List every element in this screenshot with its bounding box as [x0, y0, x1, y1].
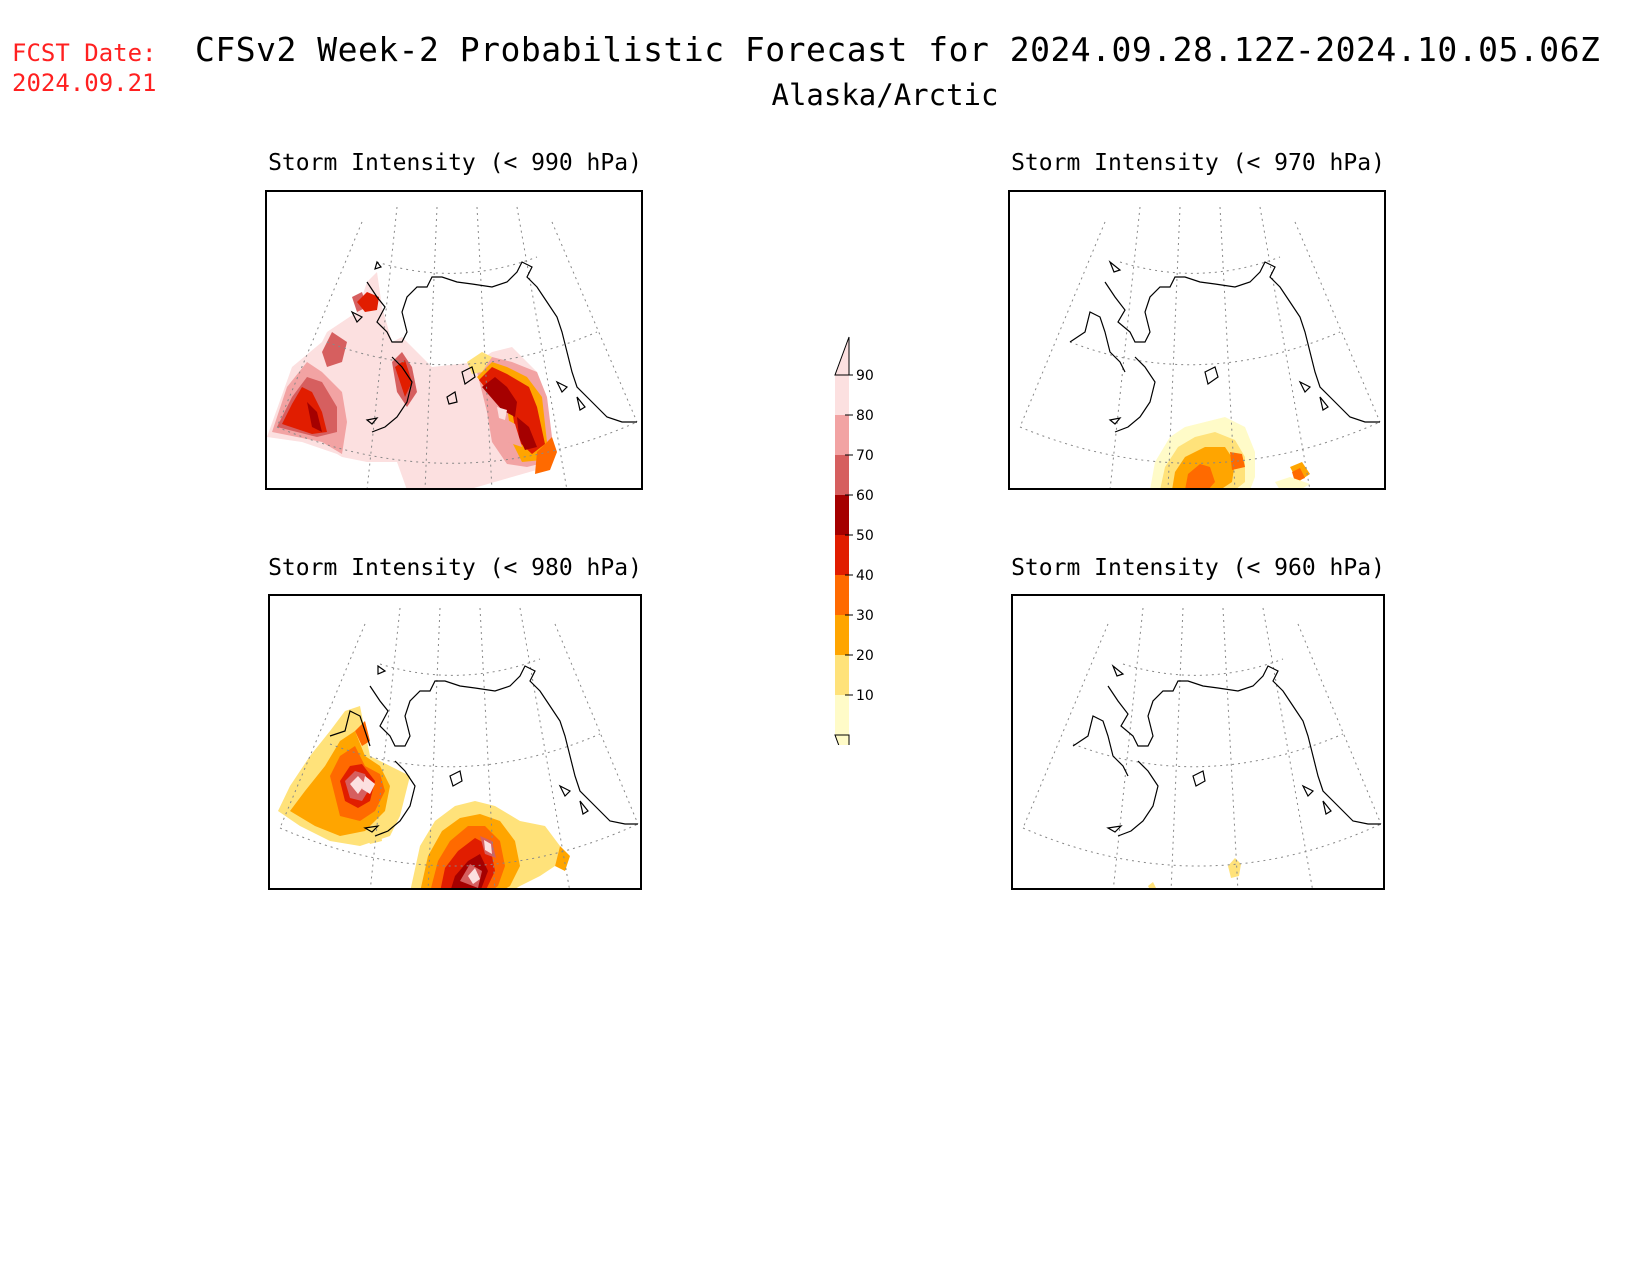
colorbar-tick-label: 20 [856, 648, 874, 664]
colorbar-tick-label: 60 [856, 488, 874, 504]
page-title: CFSv2 Week-2 Probabilistic Forecast for … [195, 30, 1601, 69]
coastline-960 [1072, 664, 1381, 837]
region-subtitle: Alaska/Arctic [771, 78, 999, 112]
colorbar-box [835, 535, 849, 575]
panel-title-960: Storm Intensity (< 960 hPa) [1011, 555, 1385, 581]
colorbar-box [835, 695, 849, 735]
colorbar-box [835, 455, 849, 495]
map-panel-980 [268, 594, 642, 890]
map-panel-970 [1008, 190, 1386, 490]
panel-title-980: Storm Intensity (< 980 hPa) [268, 555, 642, 581]
colorbar-tick-label: 40 [856, 568, 874, 584]
graticule-960 [1022, 607, 1382, 888]
graticule-980 [279, 607, 639, 888]
map-panel-990 [265, 190, 643, 490]
panel-title-990: Storm Intensity (< 990 hPa) [268, 150, 642, 176]
colorbar-box [835, 575, 849, 615]
colorbar-top-cap [834, 336, 850, 376]
map-970 [1019, 206, 1381, 488]
probability-shading-990 [267, 272, 557, 488]
probability-shading-960 [1148, 858, 1241, 888]
colorbar-box [835, 655, 849, 695]
coastline-970 [1069, 260, 1380, 433]
map-panel-960 [1011, 594, 1385, 890]
map-990 [267, 206, 638, 488]
forecast-date-label: FCST Date: [12, 39, 157, 67]
graticule-970 [1019, 206, 1381, 488]
probability-colorbar: 10 20 30 40 50 60 70 80 90 [834, 336, 874, 745]
probability-shading-970 [1150, 417, 1310, 488]
colorbar-tick-label: 50 [856, 528, 874, 544]
probability-shading-980 [278, 706, 570, 888]
colorbar-tick-label: 80 [856, 408, 874, 424]
panel-title-970: Storm Intensity (< 970 hPa) [1011, 150, 1385, 176]
colorbar-box [835, 495, 849, 535]
colorbar-tick-label: 90 [856, 368, 874, 384]
map-980 [278, 607, 639, 888]
colorbar-tick-label: 70 [856, 448, 874, 464]
forecast-date-block: FCST Date: 2024.09.21 [12, 38, 157, 98]
graticule-990 [276, 206, 638, 488]
colorbar-bottom-cap [834, 734, 850, 745]
map-960 [1022, 607, 1382, 888]
colorbar-box [835, 415, 849, 455]
colorbar-box [835, 375, 849, 415]
colorbar-labels: 10 20 30 40 50 60 70 80 90 [845, 368, 874, 704]
forecast-date-value: 2024.09.21 [12, 69, 157, 97]
colorbar-boxes [834, 336, 850, 745]
coastline-990 [350, 260, 637, 433]
colorbar-box [835, 615, 849, 655]
colorbar-tick-label: 30 [856, 608, 874, 624]
coastline-980 [329, 664, 638, 837]
colorbar-tick-label: 10 [856, 688, 874, 704]
